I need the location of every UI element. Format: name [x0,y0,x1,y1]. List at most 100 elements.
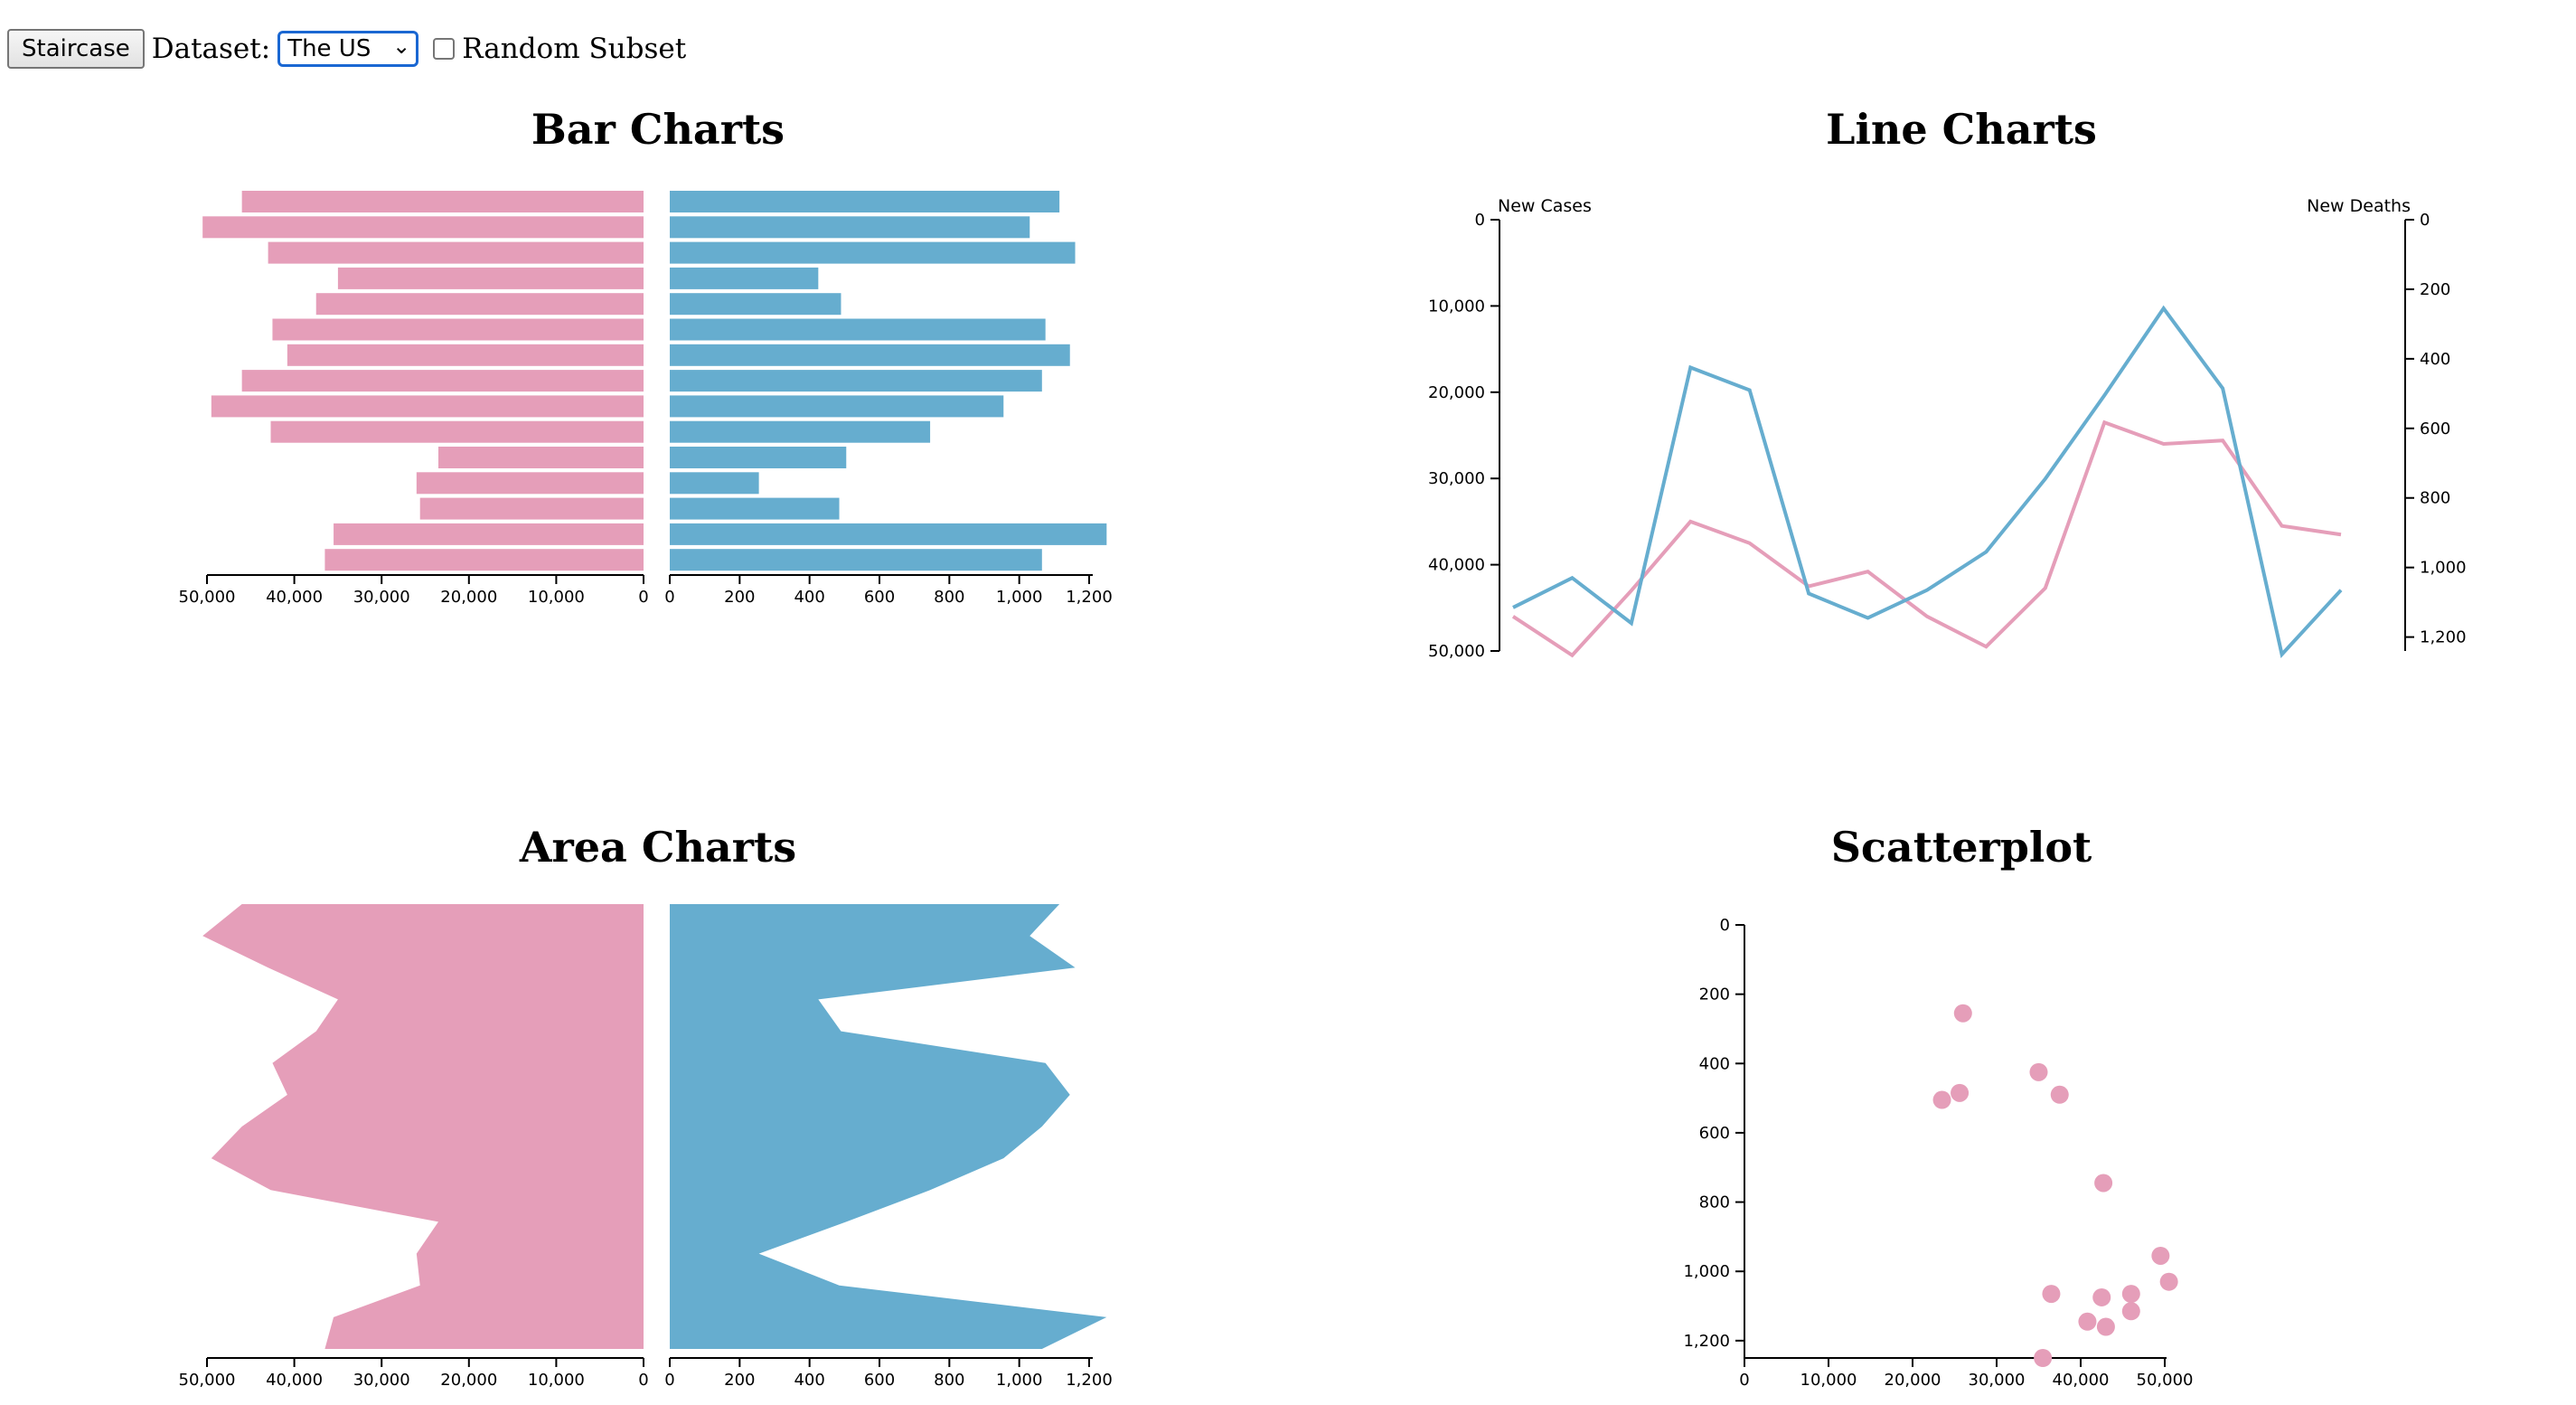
right-x-tick: 200 [724,575,756,607]
y-tick-label: 1,000 [1683,1262,1730,1281]
right-x-tick: 600 [864,575,895,607]
left-x-tick-label: 20,000 [440,588,497,607]
y-tick: 200 [1699,985,1744,1004]
right-x-tick-label: 1,200 [1066,1371,1113,1390]
y-tick-label: 200 [1699,985,1730,1004]
x-tick-label: 40,000 [2053,1371,2110,1390]
deaths-bar [670,344,1070,366]
cases-bar [211,395,644,418]
right-y-tick: 200 [2405,280,2450,299]
x-tick-label: 0 [1739,1371,1749,1390]
y-tick-label: 600 [1699,1124,1730,1143]
cases-area [202,904,644,1349]
new-cases-line [1511,420,2342,658]
left-y-tick: 10,000 [1428,297,1500,316]
y-tick-label: 800 [1699,1193,1730,1212]
deaths-bar [670,191,1060,212]
y-tick: 600 [1699,1124,1744,1143]
x-tick: 50,000 [2137,1358,2194,1390]
x-tick-label: 10,000 [1800,1371,1857,1390]
right-x-tick: 1,200 [1066,575,1113,607]
deaths-bar [670,395,1004,418]
left-x-tick: 30,000 [353,575,410,607]
deaths-bar [670,318,1046,341]
random-subset-label: Random Subset [462,33,687,65]
chevron-down-icon: ⌄ [392,33,411,59]
deaths-bar [670,420,931,443]
right-x-tick: 400 [794,1358,825,1390]
new-deaths-line [1512,305,2343,659]
area-charts-title: Area Charts [519,823,797,872]
scatter-point [2078,1312,2097,1331]
left-y-tick-label: 40,000 [1428,556,1485,575]
right-y-tick-label: 1,000 [2420,559,2467,578]
scatterplot-title: Scatterplot [1830,823,2092,872]
left-y-tick-label: 50,000 [1428,642,1485,661]
scatter-point [2094,1174,2113,1193]
cases-bar [315,293,644,316]
right-y-tick: 1,200 [2405,628,2467,647]
right-x-tick-label: 1,200 [1066,588,1113,607]
cases-bar [202,216,644,239]
right-x-tick: 1,000 [996,1358,1042,1390]
x-tick-label: 30,000 [1969,1371,2026,1390]
x-tick: 10,000 [1800,1358,1857,1390]
right-x-tick: 1,000 [996,575,1042,607]
right-x-tick: 200 [724,1358,756,1390]
cases-bar [272,318,644,341]
scatter-point [1953,1004,1972,1023]
random-subset-checkbox[interactable] [433,38,456,60]
left-x-tick-label: 20,000 [440,1371,497,1390]
left-y-tick: 0 [1475,211,1500,230]
left-x-tick-label: 0 [638,588,648,607]
bar-charts-title: Bar Charts [531,105,785,154]
left-y-tick-label: 0 [1475,211,1485,230]
deaths-bar [670,497,840,520]
right-x-tick: 600 [864,1358,895,1390]
y-tick: 400 [1699,1054,1744,1073]
left-x-tick-label: 50,000 [179,588,236,607]
right-y-tick: 600 [2405,420,2450,438]
right-x-tick: 800 [934,575,965,607]
cases-bar [270,420,644,443]
left-x-tick-label: 40,000 [266,1371,323,1390]
new-cases-axis-label: New Cases [1498,196,1592,216]
x-tick-label: 50,000 [2137,1371,2194,1390]
new-deaths-axis-label: New Deaths [2307,196,2411,216]
scatter-point [2042,1285,2061,1304]
scatter-point [1951,1083,1970,1102]
scatter-point [2096,1317,2115,1336]
left-x-tick-label: 50,000 [179,1371,236,1390]
scatter-point [2121,1302,2140,1321]
right-y-tick-label: 200 [2420,280,2450,299]
left-x-tick: 30,000 [353,1358,410,1390]
y-tick: 800 [1699,1193,1744,1212]
left-x-tick: 40,000 [266,1358,323,1390]
right-x-tick: 0 [664,575,675,607]
line-charts-title: Line Charts [1826,105,2097,154]
right-x-tick-label: 0 [664,588,674,607]
left-y-tick: 30,000 [1428,469,1500,488]
right-x-tick: 400 [794,575,825,607]
right-y-tick-label: 600 [2420,420,2450,438]
dataset-select[interactable]: The US ⌄ [277,31,419,67]
staircase-button[interactable]: Staircase [7,29,145,69]
right-y-tick: 400 [2405,350,2450,369]
left-y-tick: 50,000 [1428,642,1500,661]
right-y-tick: 0 [2405,211,2430,230]
deaths-bar [670,267,819,289]
right-y-tick: 800 [2405,489,2450,508]
left-x-tick: 10,000 [528,575,585,607]
left-y-tick-label: 20,000 [1428,383,1485,402]
cases-bar [334,523,644,545]
right-y-tick-label: 800 [2420,489,2450,508]
left-x-tick: 0 [638,575,649,607]
left-x-tick: 50,000 [179,1358,236,1390]
right-x-tick-label: 800 [934,588,964,607]
left-x-tick-label: 0 [638,1371,648,1390]
scatter-point [2159,1272,2178,1291]
left-x-tick: 10,000 [528,1358,585,1390]
left-x-tick-label: 30,000 [353,1371,410,1390]
right-x-tick: 1,200 [1066,1358,1113,1390]
deaths-bar [670,293,841,316]
